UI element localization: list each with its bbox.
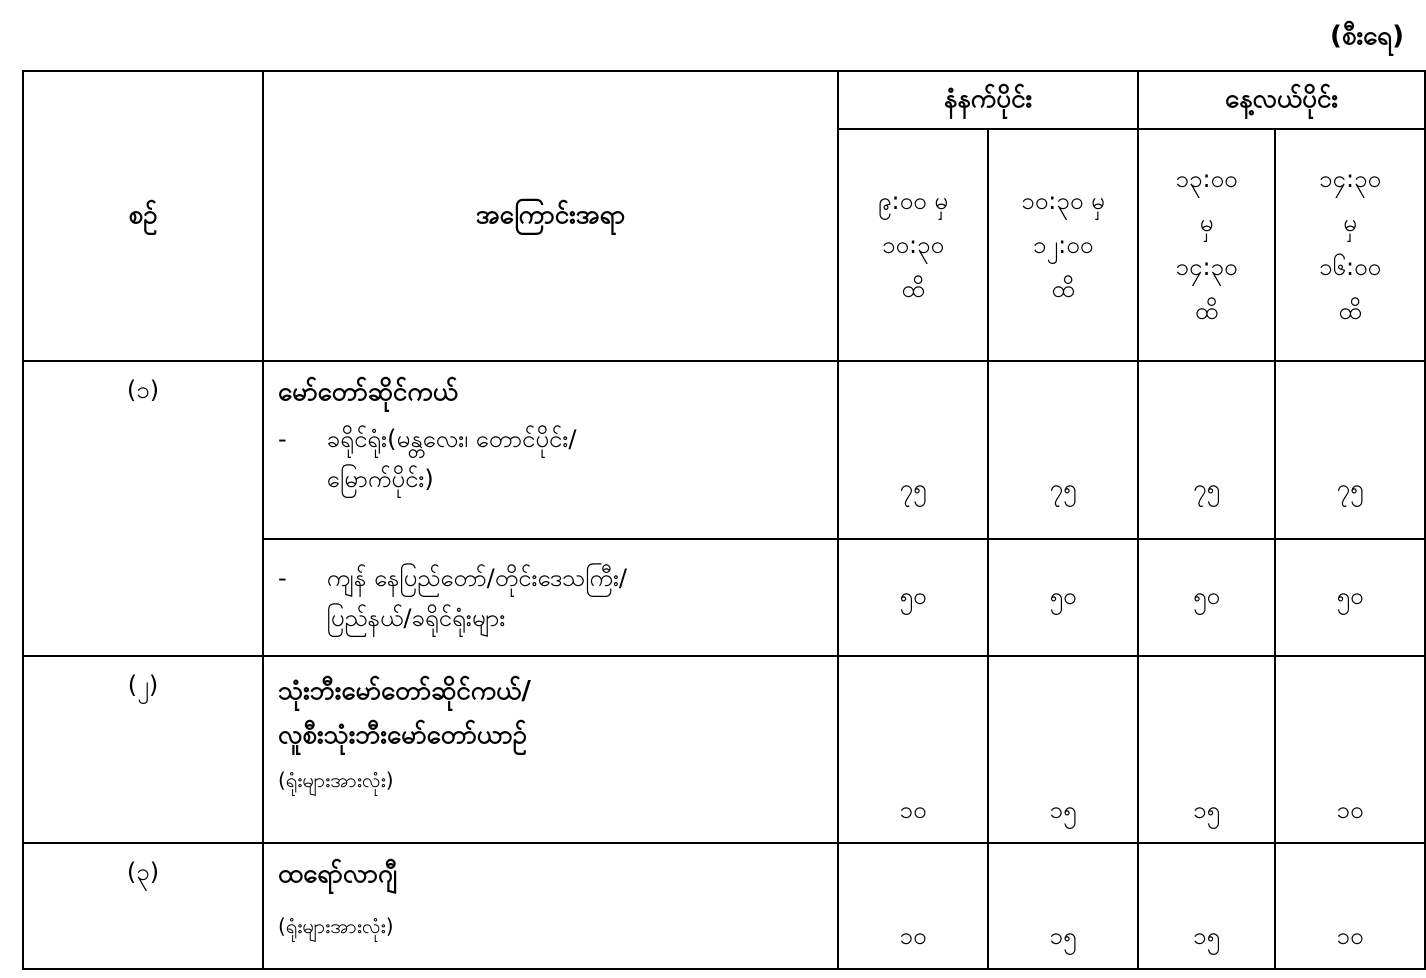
header-slot: ၁၀:၃၀ မှ ၁၂:၀၀ ထိ	[987, 128, 1139, 362]
row-subject: - ကျန် နေပြည်တော်/တိုင်းဒေသကြီး/ပြည်နယ်/ခ…	[262, 538, 839, 657]
unit-label: (စီးရေ)	[1329, 21, 1404, 51]
value-cell: ၁၀	[1274, 655, 1426, 844]
value-cell: ၅၀	[1274, 538, 1426, 657]
table-row: - ကျန် နေပြည်တော်/တိုင်းဒေသကြီး/ပြည်နယ်/ခ…	[23, 538, 1426, 657]
table-row: (၂) သုံးဘီးမော်တော်ဆိုင်ကယ်/လူစီးသုံးဘီး…	[22, 655, 1426, 844]
subitem-text: ကျန် နေပြည်တော်/တိုင်းဒေသကြီး/ပြည်နယ်/ခရ…	[326, 563, 628, 632]
row-serial: (၂)	[22, 655, 264, 844]
value-cell: ၅၀	[1137, 538, 1276, 657]
header-slot: ၉:၀၀ မှ ၁၀:၃၀ ထိ	[837, 128, 989, 362]
value-cell: ၁၅	[1137, 655, 1276, 844]
value-cell: ၅၀	[987, 538, 1139, 657]
row-title: ထရော်လာဂျီ	[278, 859, 397, 889]
row-note: (ရုံးများအားလုံး)	[278, 914, 394, 938]
value-cell: ၁၅	[987, 842, 1139, 970]
row-note: (ရုံးများအားလုံး)	[278, 768, 394, 792]
row-serial: (၁)	[22, 360, 264, 657]
value-cell: ၇၅	[987, 360, 1139, 540]
value-cell: ၁၀	[837, 655, 989, 844]
quota-table: စဉ် အကြောင်းအရာ နံနက်ပိုင်း နေ့လယ်ပိုင်း…	[22, 70, 1426, 970]
dash: -	[278, 425, 287, 453]
row-subject: သုံးဘီးမော်တော်ဆိုင်ကယ်/လူစီးသုံးဘီးမော်…	[262, 655, 839, 844]
subitem-text: ခရိုင်ရုံး(မန္တလေး၊ တောင်ပိုင်း/မြောက်ပိ…	[326, 425, 577, 493]
header-subject: အကြောင်းအရာ	[262, 70, 839, 362]
value-cell: ၁၀	[1274, 842, 1426, 970]
value-cell: ၅၀	[837, 538, 989, 657]
dash: -	[278, 563, 287, 592]
header-slots-row: ၉:၀၀ မှ ၁၀:၃၀ ထိ ၁၀:၃၀ မှ ၁၂:၀၀ ထိ ၁၃:၀၀ မှ ၁၄…	[23, 128, 1426, 362]
header-slot: ၁၃:၀၀ မှ ၁၄:၃၀ ထိ	[1137, 128, 1276, 362]
header-row: စဉ် အကြောင်းအရာ နံနက်ပိုင်း နေ့လယ်ပိုင်း	[22, 70, 1426, 362]
row-title: သုံးဘီးမော်တော်ဆိုင်ကယ်/လူစီးသုံးဘီးမော်…	[278, 676, 531, 750]
value-cell: ၇၅	[837, 360, 989, 540]
value-cell: ၁၀	[837, 842, 989, 970]
row-title: မော်တော်ဆိုင်ကယ်	[278, 377, 459, 407]
header-morning: နံနက်ပိုင်း	[837, 70, 1139, 130]
header-afternoon: နေ့လယ်ပိုင်း	[1137, 70, 1426, 130]
row-subject: ထရော်လာဂျီ (ရုံးများအားလုံး)	[262, 842, 839, 970]
table-row: (၁) မော်တော်ဆိုင်ကယ် - ခရိုင်ရုံး(မန္တလေး…	[22, 360, 1426, 657]
row-subject: မော်တော်ဆိုင်ကယ် - ခရိုင်ရုံး(မန္တလေး၊ တေ…	[262, 360, 839, 540]
value-cell: ၁၅	[987, 655, 1139, 844]
value-cell: ၁၅	[1137, 842, 1276, 970]
header-serial: စဉ်	[22, 70, 264, 362]
header-slot: ၁၄:၃၀ မှ ၁၆:၀၀ ထိ	[1274, 128, 1426, 362]
value-cell: ၇၅	[1274, 360, 1426, 540]
row-serial: (၃)	[22, 842, 264, 970]
table-row: (၃) ထရော်လာဂျီ (ရုံးများအားလုံး) ၁၀ ၁၅ ၁…	[22, 842, 1426, 970]
value-cell: ၇၅	[1137, 360, 1276, 540]
